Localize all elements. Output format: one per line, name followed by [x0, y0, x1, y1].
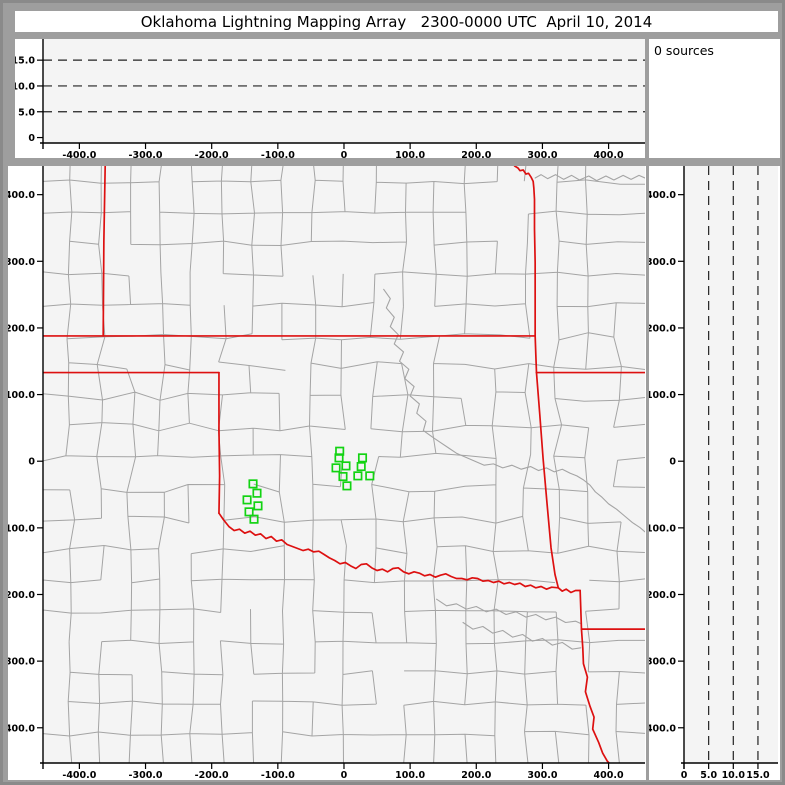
y-tick-label: 0: [669, 457, 676, 468]
x-tick-label: 10.0: [722, 770, 746, 780]
y-tick-label: -300.0: [649, 657, 676, 668]
y-tick-label: 10.0: [15, 81, 35, 92]
plan-view-map-plot[interactable]: -400.0 -300.0 -200.0 -100.0 0 100.0 200.0 300.0…: [8, 166, 646, 780]
y-tick-label: 400.0: [649, 190, 676, 201]
x-tick-label: 400.0: [594, 770, 624, 780]
state-border-line: [557, 586, 581, 594]
x-tick-label: -300.0: [129, 770, 163, 780]
lightning-source-marker[interactable]: [338, 471, 348, 482]
y-tick-label: -200.0: [8, 590, 35, 601]
state-border-line: [218, 371, 221, 515]
x-tick-label: 200.0: [461, 150, 491, 158]
river-line: [462, 621, 582, 650]
lightning-source-marker[interactable]: [248, 479, 258, 489]
x-tick-label: -200.0: [195, 770, 229, 780]
y-tick-label: 200.0: [649, 323, 676, 334]
lightning-source-marker[interactable]: [253, 501, 263, 511]
lightning-source-marker[interactable]: [252, 488, 262, 498]
y-tick-label: 200.0: [8, 323, 35, 334]
y-tick-label: -100.0: [8, 523, 35, 534]
y-tick-label: -200.0: [649, 590, 676, 601]
sources-count-label: 0 sources: [654, 43, 714, 58]
x-tick-label: 300.0: [527, 770, 557, 780]
x-tick-label: -200.0: [195, 150, 229, 158]
lightning-source-marker[interactable]: [249, 514, 259, 524]
lightning-source-marker[interactable]: [357, 453, 368, 463]
y-tick-label: -300.0: [8, 657, 35, 668]
plot-area[interactable]: [684, 166, 778, 763]
y-tick-label: 100.0: [8, 390, 35, 401]
plot-area[interactable]: [43, 166, 645, 763]
y-tick-label: -400.0: [8, 723, 35, 734]
state-border-line: [535, 371, 560, 589]
river-line: [436, 598, 583, 625]
ew-altitude-panel: 0 5.0 10.0 15.0 -400.0 -300.0 -200.0 -100.0 0 100…: [15, 39, 645, 158]
ns-altitude-plot[interactable]: -400.0 -300.0 -200.0 -100.0 0 100.0 200.0 300.0…: [649, 166, 780, 780]
x-tick-label: -400.0: [62, 150, 96, 158]
x-tick-label: -100.0: [261, 770, 295, 780]
x-tick-label: 100.0: [395, 770, 425, 780]
y-tick-label: -400.0: [649, 723, 676, 734]
y-tick-label: 300.0: [8, 257, 35, 268]
x-tick-label: 400.0: [594, 150, 624, 158]
y-tick-label: 0: [28, 457, 35, 468]
lightning-source-marker[interactable]: [342, 481, 352, 491]
x-tick-label: 0: [341, 770, 348, 780]
y-tick-label: 400.0: [8, 190, 35, 201]
x-tick-label: -100.0: [261, 150, 295, 158]
x-tick-label: 5.0: [700, 770, 717, 780]
ew-altitude-plot[interactable]: 0 5.0 10.0 15.0 -400.0 -300.0 -200.0 -100.0 0 100…: [15, 39, 645, 158]
lightning-source-marker[interactable]: [331, 463, 341, 473]
y-tick-label: 0: [28, 133, 35, 144]
lightning-source-marker[interactable]: [365, 471, 375, 481]
state-border-line: [579, 589, 583, 630]
sources-count-panel: 0 sources: [649, 39, 780, 158]
x-tick-label: 300.0: [527, 150, 557, 158]
state-border-line: [102, 166, 107, 337]
lightning-source-marker[interactable]: [356, 461, 366, 472]
x-tick-label: -300.0: [129, 150, 163, 158]
x-tick-label: 15.0: [746, 770, 770, 780]
plot-area[interactable]: [43, 39, 645, 143]
x-tick-label: 200.0: [461, 770, 491, 780]
plan-view-map-panel: -400.0 -300.0 -200.0 -100.0 0 100.0 200.0 300.0…: [8, 166, 646, 780]
window-title: Oklahoma Lightning Mapping Array 2300-00…: [15, 11, 778, 32]
x-tick-label: 100.0: [395, 150, 425, 158]
lightning-source-marker[interactable]: [244, 507, 254, 517]
river-line: [383, 288, 645, 533]
lightning-source-marker[interactable]: [334, 453, 344, 463]
state-border-line: [513, 166, 537, 337]
y-tick-label: -100.0: [649, 523, 676, 534]
y-tick-label: 100.0: [649, 390, 676, 401]
ns-altitude-panel: -400.0 -300.0 -200.0 -100.0 0 100.0 200.0 300.0…: [649, 166, 780, 780]
river-line: [534, 174, 645, 182]
y-tick-label: 5.0: [18, 107, 35, 118]
x-tick-label: 0: [341, 150, 348, 158]
county-boundaries: [43, 166, 645, 763]
state-border-line: [534, 335, 538, 374]
plot-content: [43, 59, 645, 113]
plot-content: [43, 166, 645, 763]
lightning-source-marker[interactable]: [341, 461, 351, 471]
x-tick-label: -400.0: [62, 770, 96, 780]
lightning-source-marker[interactable]: [242, 495, 252, 505]
lightning-source-marker[interactable]: [353, 471, 363, 481]
state-border-line: [218, 512, 560, 591]
x-tick-label: 0: [681, 770, 688, 780]
plot-content: [708, 166, 759, 763]
y-tick-label: 300.0: [649, 257, 676, 268]
state-border-line: [580, 628, 611, 763]
y-tick-label: 15.0: [15, 56, 35, 67]
